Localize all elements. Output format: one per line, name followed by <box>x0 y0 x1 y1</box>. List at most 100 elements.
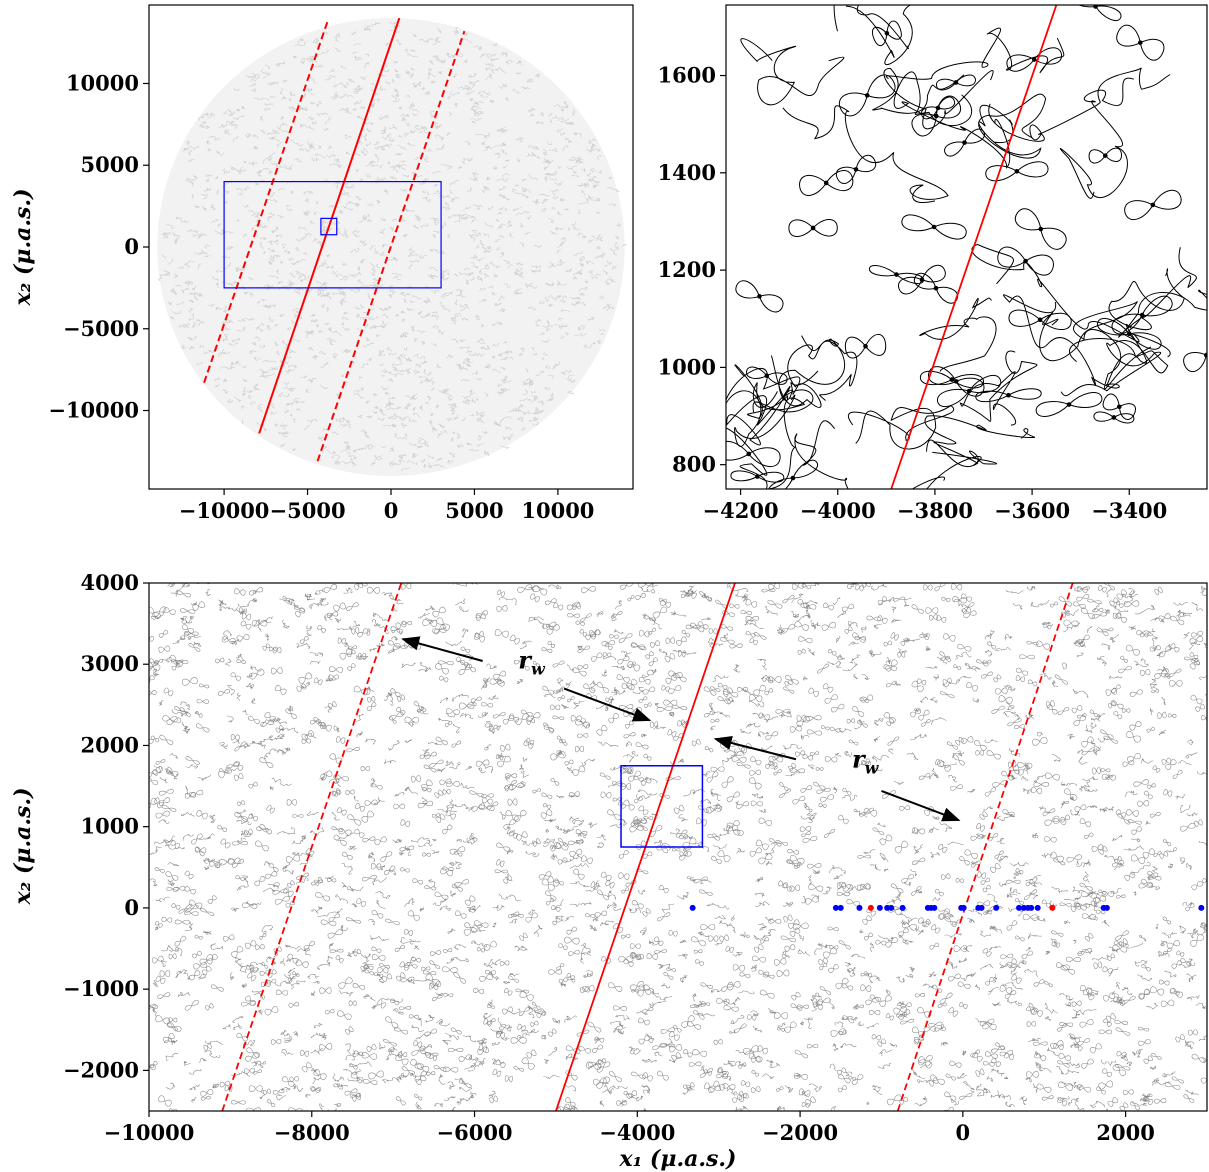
caustic-cusp-14 <box>755 474 760 479</box>
A-y-tick-label-3: 5000 <box>81 152 139 177</box>
C-x-tick-label-4: −2000 <box>762 1120 838 1145</box>
image-point-blue-3 <box>856 904 863 911</box>
caustic-cusp-16 <box>810 225 816 231</box>
image-point-blue-0 <box>689 904 696 911</box>
zoom-frame <box>725 4 1208 490</box>
B-x-tick-label-0: −4200 <box>703 498 779 523</box>
image-point-blue-7 <box>899 904 906 911</box>
C-x-tick-label-2: −6000 <box>437 1120 513 1145</box>
C-y-tick-label-0: −2000 <box>63 1057 139 1082</box>
caustic-cusp-35 <box>1204 352 1207 358</box>
caustic-cusp-7 <box>790 475 796 481</box>
caustic-cusp-30 <box>853 167 859 172</box>
caustic-cusp-37 <box>919 277 925 282</box>
panel-wide: −10000 −8000 −6000 −4000 −2000 0 2000−2000−100… <box>63 570 1208 1145</box>
C-y-tick-label-6: 4000 <box>81 570 139 595</box>
zoom-box-wide-0 <box>620 765 704 848</box>
caustic-cusp-29 <box>1111 415 1117 420</box>
caustic-cusp-3 <box>953 80 959 85</box>
wide-annotations: rw rw <box>401 636 961 822</box>
C-x-tick-label-6: 2000 <box>1096 1120 1154 1145</box>
caustic-cusp-27 <box>746 451 752 457</box>
caustic-texture-wide <box>149 583 1207 1111</box>
image-point-blue-1 <box>832 904 839 911</box>
caustic-cusp-23 <box>933 113 939 119</box>
image-point-blue-4 <box>876 904 883 911</box>
caustic-cusp-25 <box>953 379 959 384</box>
caustic-cusp-8 <box>1037 317 1043 323</box>
C-y-tick-label-5: 3000 <box>81 651 139 676</box>
image-point-blue-20 <box>1034 904 1041 911</box>
A-x-tick-label-1: −5000 <box>270 498 346 523</box>
source-track-0 <box>258 17 401 434</box>
caustic-cusp-24 <box>1138 40 1143 45</box>
A-y-tick-label-1: −5000 <box>63 316 139 341</box>
source-track-2 <box>316 30 466 462</box>
B-y-tick-label-2: 1200 <box>658 257 716 282</box>
rw-arrow-0-0 <box>401 636 483 662</box>
B-x-tick-label-1: −4000 <box>800 498 876 523</box>
zoom-plot-area <box>726 5 1207 489</box>
A-y-tick-label-4: 10000 <box>66 70 139 95</box>
caustic-cusp-31 <box>864 93 870 98</box>
image-point-blue-14 <box>978 904 985 911</box>
rw-arrow-1-0 <box>713 735 797 761</box>
caustic-cusp-12 <box>1006 392 1011 398</box>
caustic-cusp-21 <box>933 285 939 291</box>
A-x-tick-label-0: −10000 <box>179 498 270 523</box>
B-x-tick-label-2: −3800 <box>897 498 973 523</box>
panel-zoom: −4200 −4000 −3800 −3600 −3400 800 1000 1200 1400… <box>658 4 1208 523</box>
caustic-cusp-36 <box>894 272 899 277</box>
caustic-cusp-28 <box>764 373 770 379</box>
image-point-blue-16 <box>1016 904 1023 911</box>
panel-overview: −10000 −5000 0 5000 10000−10000−500005000100… <box>48 4 634 523</box>
source-track-1 <box>203 21 329 384</box>
C-x-tick-label-5: 0 <box>956 1120 971 1145</box>
caustic-cusp-5 <box>962 140 967 145</box>
overview-y-axis-label: x₂ (μ.a.s.) <box>10 189 36 307</box>
C-y-tick-label-3: 1000 <box>81 814 139 839</box>
image-point-blue-12 <box>960 904 967 911</box>
rw-label-0: rw <box>518 645 546 678</box>
C-y-tick-label-4: 2000 <box>81 732 139 757</box>
B-y-tick-label-1: 1000 <box>658 354 716 379</box>
caustic-cusp-18 <box>863 343 868 349</box>
B-y-tick-label-4: 1600 <box>658 63 716 88</box>
image-point-blue-23 <box>1198 904 1205 911</box>
image-point-red-1 <box>1049 904 1056 911</box>
caustic-cusp-22 <box>1150 202 1156 208</box>
C-x-tick-label-1: −8000 <box>274 1120 350 1145</box>
B-x-tick-label-3: −3600 <box>994 498 1070 523</box>
caustic-cusp-15 <box>1093 5 1098 9</box>
image-point-red-0 <box>867 904 874 911</box>
caustic-texture <box>158 21 627 472</box>
caustic-cusp-13 <box>1126 331 1132 337</box>
A-x-tick-label-3: 5000 <box>445 498 503 523</box>
caustic-cusp-33 <box>1014 169 1020 174</box>
image-point-blue-19 <box>1028 904 1035 911</box>
caustic-cusp-19 <box>1102 153 1108 158</box>
caustic-cusp-32 <box>757 294 762 299</box>
C-x-tick-label-0: −10000 <box>104 1120 195 1145</box>
zoom-box-0 <box>223 180 442 289</box>
caustic-cusp-6 <box>966 388 972 394</box>
caustic-curves <box>726 5 1207 489</box>
zoom-ticks: −4200 −4000 −3800 −3600 −3400 800 1000 1200 1400… <box>658 63 1168 523</box>
rw-arrow-0-1 <box>563 687 652 722</box>
caustic-cusp-1 <box>1116 404 1122 410</box>
caustic-cusp-26 <box>931 224 937 230</box>
C-y-tick-label-1: −1000 <box>63 976 139 1001</box>
caustic-cusp-20 <box>823 180 829 186</box>
zoom-box-1 <box>320 217 338 236</box>
caustic-cusp-9 <box>1023 258 1028 264</box>
A-y-tick-label-2: 0 <box>124 234 139 259</box>
image-point-blue-6 <box>888 904 895 911</box>
A-y-tick-label-0: −10000 <box>48 398 139 423</box>
B-x-tick-label-4: −3400 <box>1091 498 1167 523</box>
A-x-tick-label-2: 0 <box>384 498 399 523</box>
source-track-wide-1 <box>221 583 403 1111</box>
image-point-blue-15 <box>993 904 1000 911</box>
wide-ticks: −10000 −8000 −6000 −4000 −2000 0 2000−2000−100… <box>63 570 1155 1145</box>
rw-label-1: rw <box>852 744 880 777</box>
